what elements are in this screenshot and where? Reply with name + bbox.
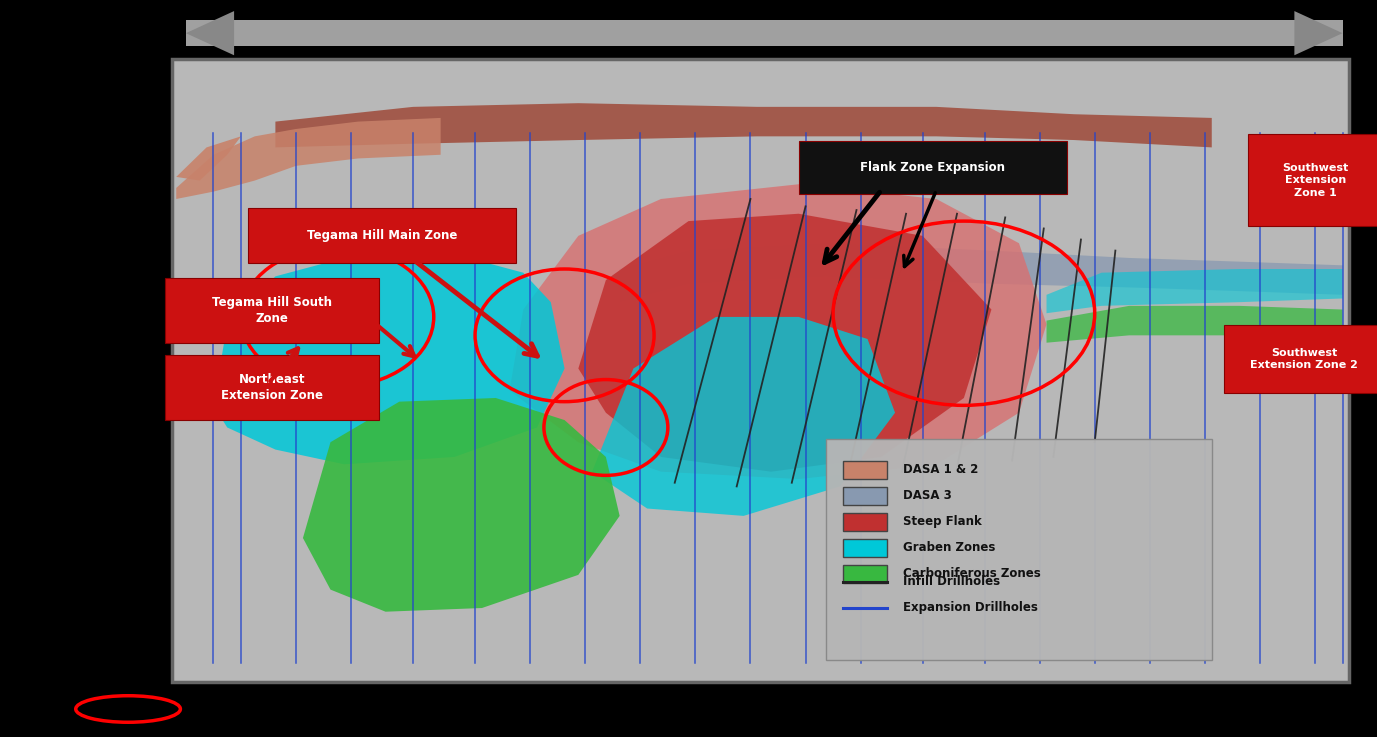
Text: Graben Zones: Graben Zones bbox=[903, 541, 996, 554]
Polygon shape bbox=[592, 317, 895, 516]
Bar bbox=[172, 59, 1349, 682]
Polygon shape bbox=[186, 11, 234, 55]
FancyBboxPatch shape bbox=[1224, 325, 1377, 393]
Bar bbox=[843, 565, 887, 583]
Bar bbox=[186, 20, 1343, 46]
Bar bbox=[843, 539, 887, 557]
FancyBboxPatch shape bbox=[165, 355, 379, 420]
Text: Expansion Drillholes: Expansion Drillholes bbox=[903, 601, 1038, 614]
Polygon shape bbox=[509, 184, 1047, 479]
Text: Tegama Hill Main Zone: Tegama Hill Main Zone bbox=[307, 229, 457, 242]
Text: DASA 1 & 2: DASA 1 & 2 bbox=[903, 464, 979, 476]
Bar bbox=[843, 461, 887, 479]
FancyBboxPatch shape bbox=[1248, 134, 1377, 226]
Text: Steep Flank: Steep Flank bbox=[903, 515, 982, 528]
Polygon shape bbox=[578, 214, 991, 472]
Text: Infill Drillholes: Infill Drillholes bbox=[903, 575, 1001, 588]
Text: DASA 3: DASA 3 bbox=[903, 489, 952, 502]
Polygon shape bbox=[1047, 306, 1343, 343]
Polygon shape bbox=[620, 243, 1343, 302]
Bar bbox=[843, 512, 887, 531]
Polygon shape bbox=[176, 136, 241, 181]
Polygon shape bbox=[213, 254, 565, 464]
FancyBboxPatch shape bbox=[165, 278, 379, 343]
Polygon shape bbox=[303, 398, 620, 612]
Bar bbox=[843, 486, 887, 505]
Polygon shape bbox=[1294, 11, 1343, 55]
Polygon shape bbox=[275, 103, 1212, 147]
Text: Northeast
Extension Zone: Northeast Extension Zone bbox=[220, 373, 324, 402]
Polygon shape bbox=[1047, 269, 1343, 313]
Text: Flank Zone Expansion: Flank Zone Expansion bbox=[861, 161, 1005, 174]
Text: Southwest
Extension
Zone 1: Southwest Extension Zone 1 bbox=[1282, 163, 1349, 198]
Bar bbox=[826, 439, 1212, 660]
Text: Carboniferous Zones: Carboniferous Zones bbox=[903, 567, 1041, 580]
Polygon shape bbox=[176, 118, 441, 199]
Text: Southwest
Extension Zone 2: Southwest Extension Zone 2 bbox=[1250, 348, 1358, 370]
FancyBboxPatch shape bbox=[799, 141, 1067, 194]
FancyBboxPatch shape bbox=[248, 208, 516, 263]
Text: Tegama Hill South
Zone: Tegama Hill South Zone bbox=[212, 296, 332, 325]
